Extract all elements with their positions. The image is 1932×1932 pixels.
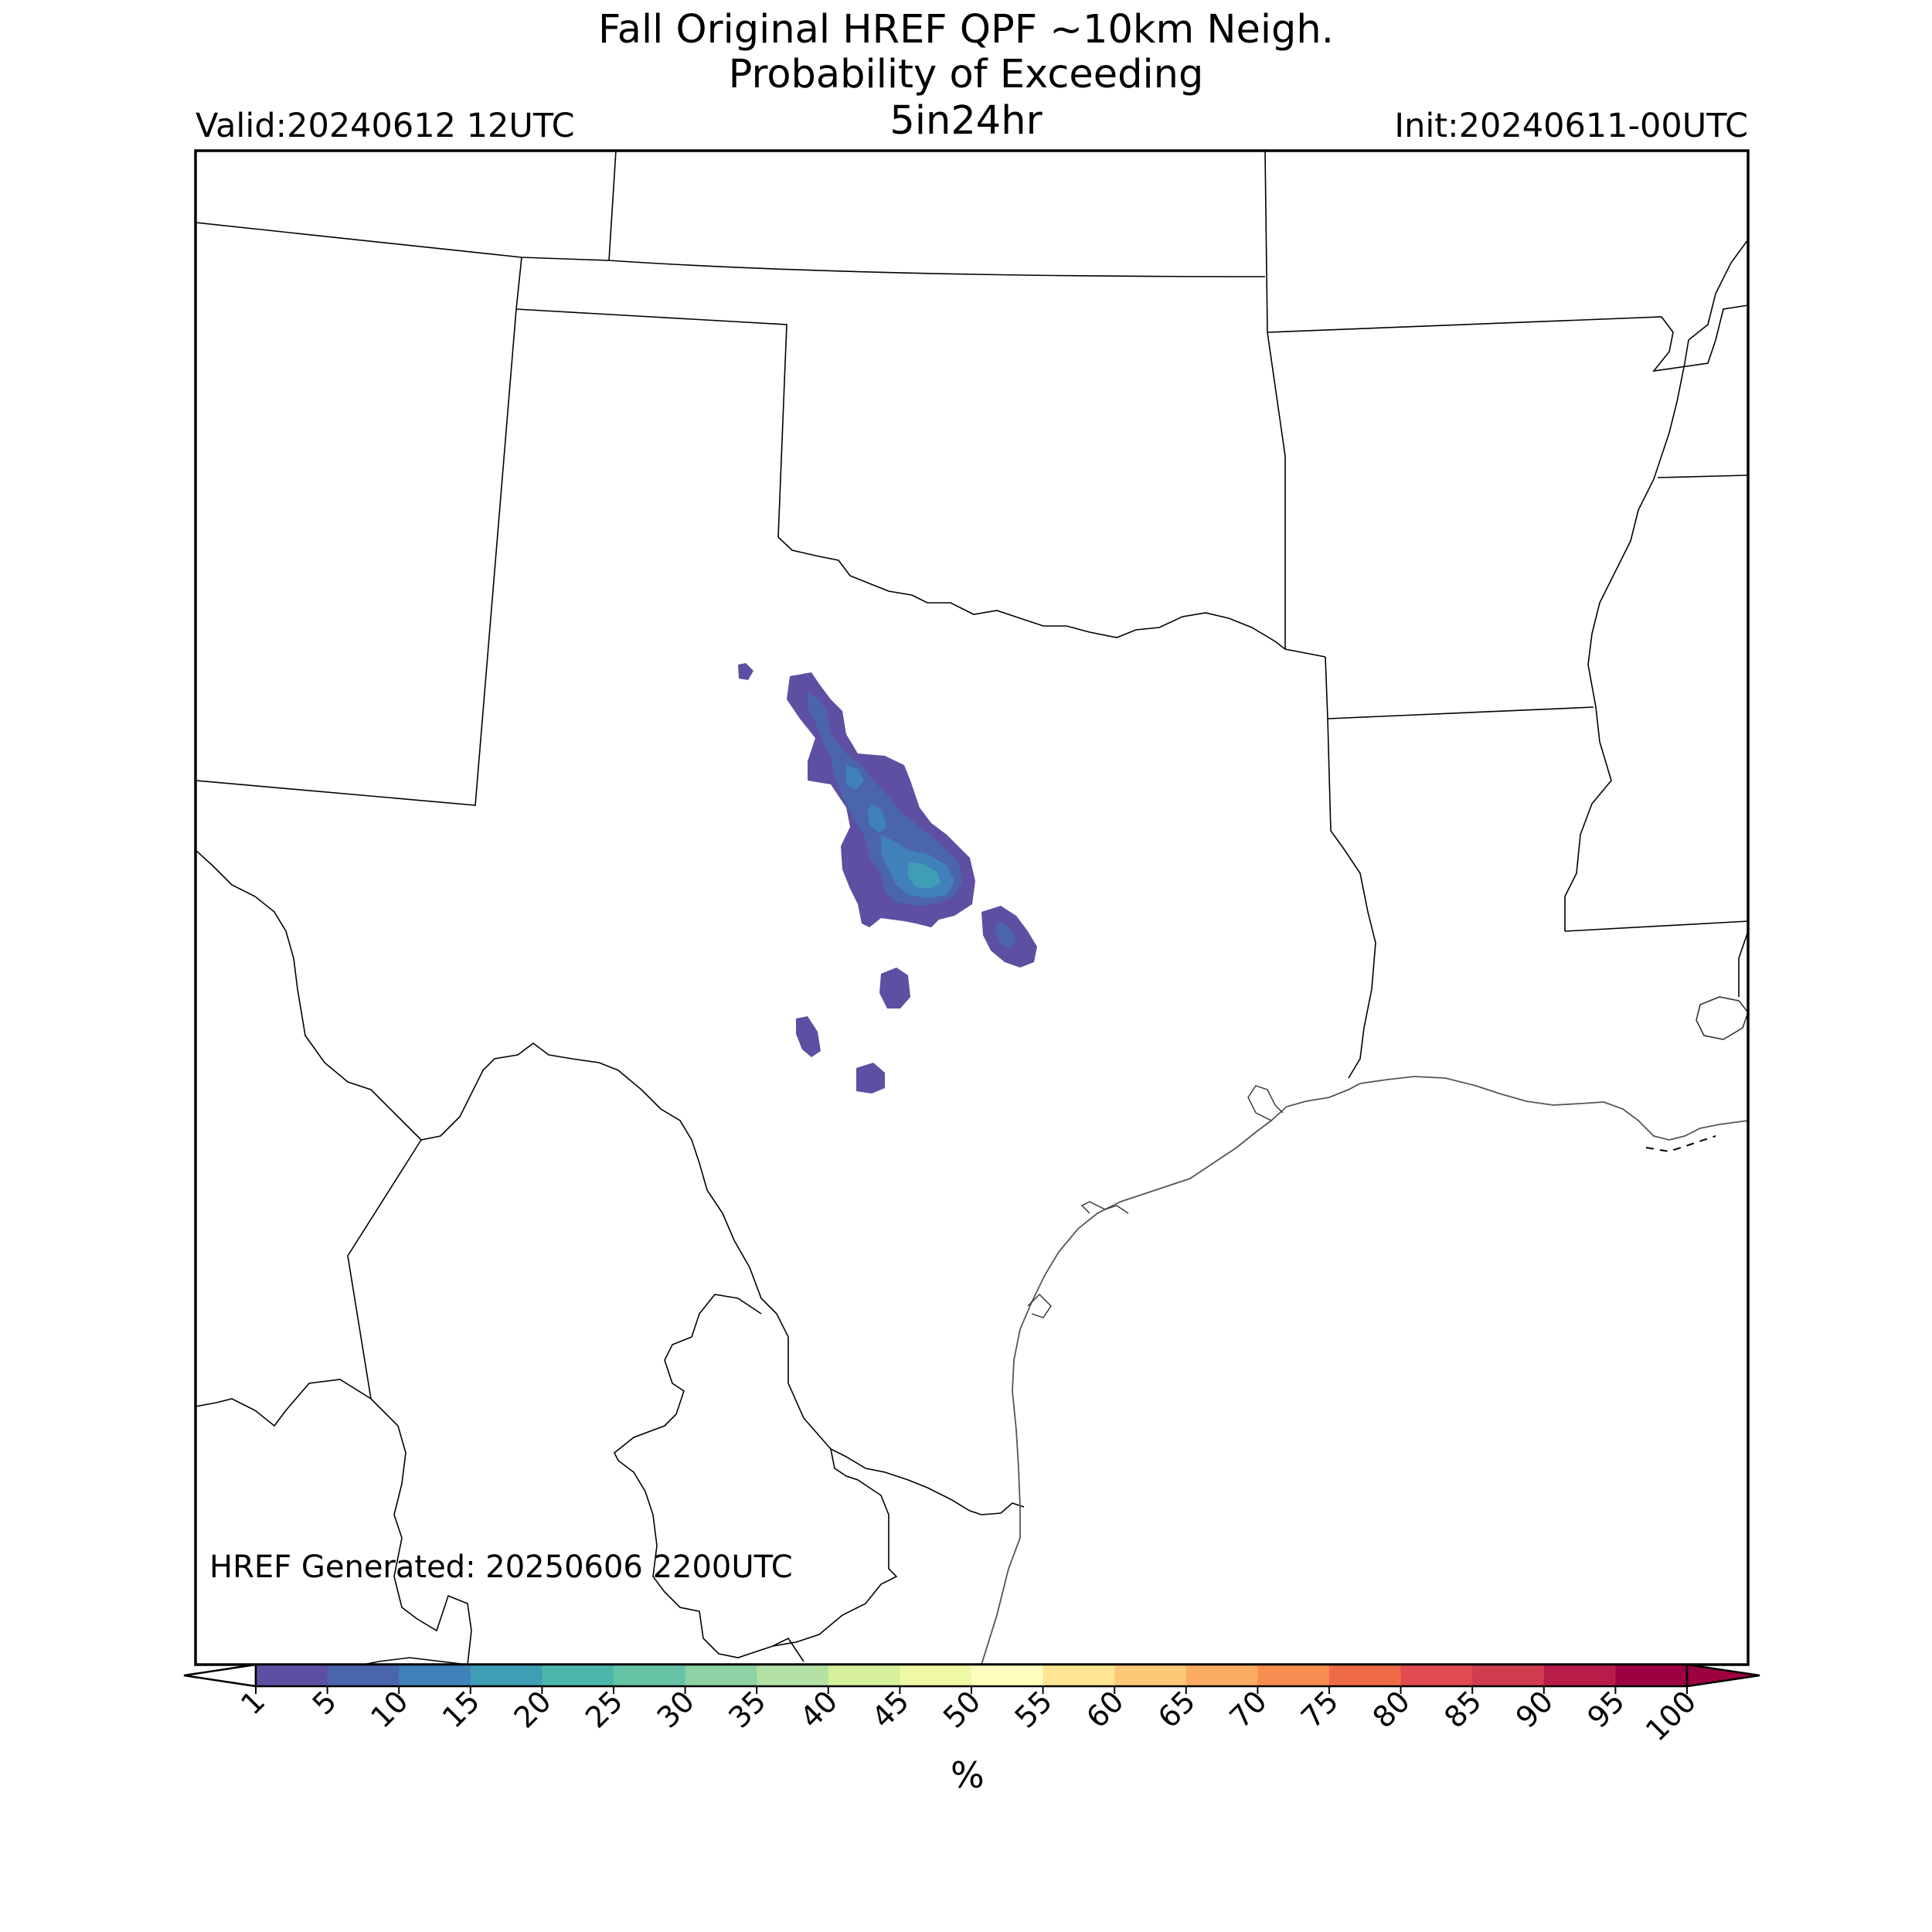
colorbar-cell bbox=[1257, 1665, 1330, 1686]
state-boundaries bbox=[196, 151, 1748, 1665]
colorbar-tick-label: 90 bbox=[1509, 1684, 1560, 1734]
colorbar-tick-label: 5 bbox=[306, 1684, 343, 1721]
boundary-ms-la bbox=[1564, 920, 1748, 932]
prob-region-main-l3b bbox=[867, 804, 887, 833]
boundary-nm-east bbox=[196, 257, 522, 806]
colorbar-cell bbox=[542, 1665, 614, 1686]
boundary-ut-co-north bbox=[608, 151, 617, 261]
boundary-mexico-states-5 bbox=[362, 1657, 468, 1665]
boundary-mexico-states-4 bbox=[772, 1448, 898, 1647]
colorbar-cell bbox=[256, 1665, 328, 1686]
colorbar-cell bbox=[1114, 1665, 1187, 1686]
boundary-tn-ms bbox=[1657, 474, 1748, 478]
map-frame bbox=[194, 149, 1750, 1666]
generated-timestamp: HREF Generated: 20250606 2200UTC bbox=[209, 1549, 793, 1585]
valid-time: Valid:20240612 12UTC bbox=[196, 107, 575, 145]
colorbar-tick-label: 65 bbox=[1151, 1684, 1202, 1734]
colorbar-cell bbox=[327, 1665, 400, 1686]
colorbar-tick-label: 10 bbox=[364, 1684, 414, 1734]
map-panel bbox=[196, 151, 1748, 1665]
colorbar-cell bbox=[1185, 1665, 1258, 1686]
dashed-coast bbox=[1645, 1135, 1716, 1153]
colorbar-tick-label: 20 bbox=[507, 1684, 557, 1734]
colorbar-cell bbox=[1043, 1665, 1115, 1686]
coastline bbox=[981, 1076, 1748, 1665]
colorbar-cell bbox=[1329, 1665, 1402, 1686]
boundary-ok-ar bbox=[1267, 332, 1286, 649]
boundary-mexico-states-3 bbox=[613, 1294, 804, 1662]
boundary-ms-east bbox=[1738, 930, 1748, 997]
colorbar-unit-label: % bbox=[951, 1754, 985, 1796]
prob-region-main-l4 bbox=[908, 862, 941, 889]
boundary-ok-ar-north bbox=[1264, 151, 1268, 333]
colorbar-cell bbox=[1472, 1665, 1545, 1686]
colorbar-tick-label: 70 bbox=[1223, 1684, 1273, 1734]
colorbar-tick-label: 75 bbox=[1294, 1684, 1345, 1734]
colorbar-cell bbox=[971, 1665, 1044, 1686]
colorbar-tick-label: 55 bbox=[1009, 1684, 1059, 1734]
colorbar-cell bbox=[900, 1665, 972, 1686]
colorbar-extend-max bbox=[1685, 1663, 1760, 1688]
title-line-1: Fall Original HREF QPF ~10km Neigh. bbox=[598, 7, 1334, 53]
boundary-ar-la bbox=[1327, 706, 1594, 719]
colorbar-tick-label: 60 bbox=[1080, 1684, 1130, 1734]
title-line-2: Probability of Exceeding bbox=[728, 52, 1204, 97]
colorbar-cell bbox=[399, 1665, 471, 1686]
colorbar: 1 5 10 15 20 25 30 35 40 45 50 55 60 65 70 75 80 85 90 95 10… bbox=[183, 1663, 1760, 1748]
colorbar-cell bbox=[1615, 1665, 1688, 1686]
boundary-tx-panhandle bbox=[515, 308, 787, 538]
coastline-bay-1 bbox=[1247, 1085, 1284, 1121]
colorbar-tick-label: 15 bbox=[436, 1684, 486, 1734]
colorbar-tick-label: 25 bbox=[579, 1684, 629, 1734]
colorbar-tick-label: 35 bbox=[722, 1684, 772, 1734]
coastline-bay-2 bbox=[1080, 1201, 1129, 1214]
colorbar-cell bbox=[1543, 1665, 1616, 1686]
prob-region-far-south bbox=[856, 1063, 885, 1094]
prob-region-dot bbox=[738, 663, 753, 680]
colorbar-tick-label: 40 bbox=[794, 1684, 844, 1734]
colorbar-extend-min bbox=[183, 1663, 257, 1688]
boundary-co-ks bbox=[196, 222, 1266, 277]
colorbar-cell bbox=[757, 1665, 829, 1686]
prob-region-southwest bbox=[796, 1016, 821, 1057]
coastline-bay-3 bbox=[1027, 1294, 1052, 1318]
colorbar-cell bbox=[828, 1665, 900, 1686]
boundary-mo-ar bbox=[1267, 304, 1748, 372]
boundary-tx-la bbox=[1325, 656, 1376, 1079]
colorbar-cell bbox=[1400, 1665, 1473, 1686]
colorbar-tick-label: 45 bbox=[865, 1684, 915, 1734]
title-line-3: 5in24hr bbox=[889, 98, 1043, 144]
colorbar-tick-label: 80 bbox=[1366, 1684, 1417, 1734]
boundary-red-river bbox=[777, 536, 1326, 658]
boundary-mississippi-river bbox=[1564, 239, 1748, 931]
colorbar-tick-label: 100 bbox=[1639, 1684, 1702, 1747]
lake-pontchartrain bbox=[1696, 996, 1748, 1040]
prob-region-main-l3c bbox=[846, 765, 864, 790]
colorbar-cell bbox=[685, 1665, 757, 1686]
colorbar-tick-label: 95 bbox=[1580, 1684, 1631, 1734]
colorbar-tick-label: 85 bbox=[1437, 1684, 1488, 1734]
boundary-mexico-states-2 bbox=[196, 1379, 472, 1665]
boundary-mexico-states-1 bbox=[347, 1139, 422, 1400]
init-time: Init:20240611-00UTC bbox=[1394, 107, 1748, 145]
prob-region-east-l2 bbox=[995, 921, 1016, 949]
colorbar-tick-label: 1 bbox=[234, 1684, 271, 1721]
colorbar-cell bbox=[470, 1665, 543, 1686]
probability-field bbox=[738, 663, 1037, 1094]
boundary-rio-grande bbox=[196, 849, 1025, 1515]
prob-region-south bbox=[879, 968, 910, 1009]
colorbar-cell bbox=[614, 1665, 686, 1686]
prob-region-main-l2 bbox=[808, 692, 962, 906]
colorbar-tick-label: 30 bbox=[651, 1684, 701, 1734]
colorbar-tick-label: 50 bbox=[937, 1684, 987, 1734]
